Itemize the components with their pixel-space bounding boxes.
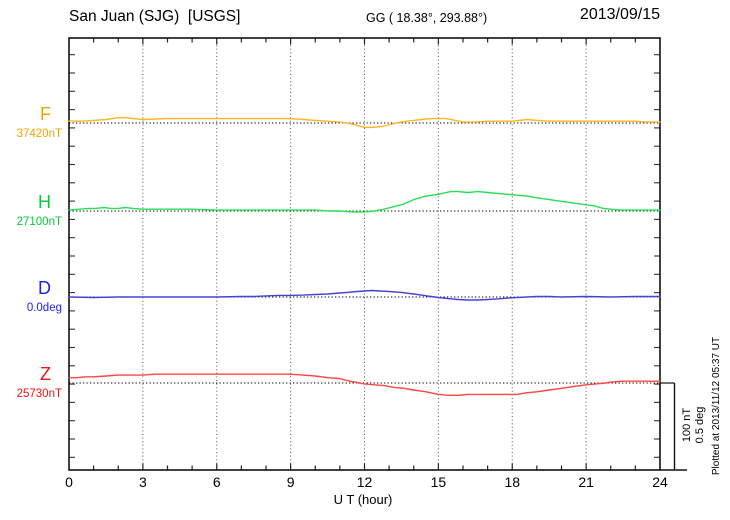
- x-tick-label-18: 18: [504, 474, 521, 490]
- channel-letter: F: [40, 104, 51, 124]
- plotted-at-note: Plotted at 2013/11/12 05:37 UT: [711, 336, 722, 476]
- plot-date: 2013/09/15: [579, 6, 660, 23]
- x-tick-label-15: 15: [430, 474, 447, 490]
- channel-baseline-value: 25730nT: [16, 388, 62, 400]
- channel-letter: H: [38, 192, 51, 212]
- x-tick-label-21: 21: [578, 474, 594, 490]
- channel-baseline-value: 37420nT: [16, 128, 62, 140]
- scalebar-label: 100 nT 0.5 deg: [681, 403, 707, 447]
- x-tick-label-3: 3: [138, 474, 147, 490]
- trace-H: [68, 190, 661, 213]
- x-tick-label-6: 6: [212, 474, 221, 490]
- channel-baseline-value: 0.0deg: [26, 302, 62, 314]
- channel-label-H: H 27100nT: [0, 193, 62, 229]
- scalebar-nt-label: 100 nT: [681, 407, 693, 443]
- trace-Z: [68, 373, 661, 396]
- plot-border: [68, 37, 661, 471]
- geographic-coords: GG ( 18.38°, 293.88°): [366, 11, 488, 25]
- x-tick-label-24: 24: [652, 474, 668, 490]
- x-tick-label-0: 0: [65, 474, 73, 490]
- trace-D: [68, 289, 661, 301]
- channel-label-F: F 37420nT: [0, 105, 62, 141]
- scalebar-deg-label: 0.5 deg: [694, 406, 706, 444]
- x-axis-title: U T (hour): [333, 492, 393, 507]
- trace-F: [68, 116, 661, 129]
- x-tick-label-12: 12: [356, 474, 373, 490]
- channel-label-Z: Z 25730nT: [0, 365, 62, 401]
- channel-letter: D: [38, 278, 51, 298]
- x-tick-label-9: 9: [286, 474, 295, 490]
- channel-label-D: D 0.0deg: [0, 279, 62, 315]
- channel-baseline-value: 27100nT: [16, 216, 62, 228]
- channel-letter: Z: [40, 364, 51, 384]
- station-title: San Juan (SJG) [USGS]: [69, 8, 241, 25]
